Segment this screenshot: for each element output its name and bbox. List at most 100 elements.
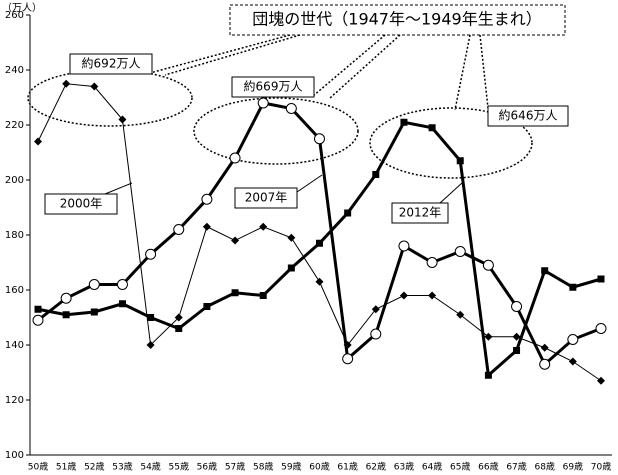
y-tick-label: 240	[5, 65, 24, 76]
diamond-marker	[118, 115, 127, 124]
square-marker	[344, 209, 352, 217]
series-label-box	[234, 187, 298, 209]
square-marker	[316, 239, 323, 247]
annotation: 約646万人	[499, 108, 558, 123]
circle-marker	[229, 152, 241, 164]
x-tick-label: 53歳	[112, 461, 132, 473]
diamond-marker	[597, 376, 605, 385]
circle-marker	[342, 353, 354, 365]
diamond-marker	[456, 310, 465, 319]
circle-marker	[88, 279, 100, 290]
x-tick-label: 58歳	[253, 461, 273, 473]
diamond-marker	[174, 313, 183, 322]
y-tick-label: 260	[5, 10, 24, 21]
circle-marker	[314, 133, 325, 145]
x-tick-label: 69歳	[563, 461, 583, 473]
x-tick-label: 55歳	[169, 461, 189, 473]
y-tick-label: 120	[5, 395, 24, 406]
diamond-marker	[146, 341, 155, 349]
circle-marker	[595, 323, 607, 334]
y-unit: （万人）	[2, 2, 42, 14]
leader-line	[104, 182, 133, 195]
x-tick-label: 66歳	[478, 461, 498, 473]
circle-marker	[511, 301, 523, 312]
square-marker	[287, 264, 295, 272]
circle-marker	[398, 240, 410, 252]
x-tick-label: 70歳	[591, 461, 611, 473]
square-marker	[259, 292, 267, 299]
square-marker	[62, 311, 70, 319]
circle-marker	[32, 314, 44, 326]
y-tick-label: 200	[5, 175, 24, 186]
diamond-marker	[512, 332, 521, 341]
diamond-marker	[34, 137, 42, 146]
square-marker	[118, 300, 126, 308]
circle-marker	[454, 246, 466, 257]
square-marker	[513, 347, 521, 354]
leader-line	[296, 174, 323, 193]
y-tick-label: 140	[5, 340, 24, 351]
leader-line	[439, 182, 463, 204]
y-tick-label: 100	[5, 450, 24, 461]
chart-title: 団塊の世代（1947年～1949年生まれ）	[252, 10, 541, 29]
x-tick-label: 57歳	[225, 461, 245, 473]
square-marker	[597, 275, 605, 283]
circle-marker	[145, 248, 157, 260]
diamond-marker	[484, 332, 493, 341]
square-marker	[231, 289, 239, 297]
square-marker	[484, 371, 492, 379]
circle-marker	[285, 103, 297, 114]
diamond-marker	[287, 233, 296, 242]
circle-marker	[539, 358, 551, 370]
x-tick-label: 59歳	[281, 461, 301, 473]
circle-marker	[426, 257, 438, 268]
x-tick-label: 64歳	[422, 461, 442, 473]
square-marker	[175, 325, 183, 332]
diamond-marker	[428, 291, 437, 300]
x-tick-label: 51歳	[56, 461, 76, 473]
diamond-marker	[343, 341, 352, 349]
diamond-marker	[315, 277, 324, 286]
x-tick-label: 60歳	[309, 461, 329, 473]
title-box	[229, 4, 566, 36]
square-marker	[34, 305, 42, 313]
decor	[27, 34, 533, 179]
diamond-marker	[371, 305, 380, 314]
x-tick-label: 54歳	[140, 461, 160, 473]
y-tick-label: 160	[5, 285, 24, 296]
circle-marker	[116, 279, 128, 290]
annotation-box	[487, 105, 569, 127]
square-marker	[428, 124, 436, 132]
diamond-marker	[259, 222, 268, 231]
y-tick-label: 220	[5, 120, 24, 131]
x-tick-label: 68歳	[534, 461, 554, 473]
annotation-box	[69, 53, 153, 75]
series-label: 2012年	[399, 206, 442, 220]
x-tick-label: 50歳	[28, 461, 48, 473]
diamond-marker	[231, 236, 240, 245]
x-tick-label: 65歳	[450, 461, 470, 473]
circle-marker	[60, 292, 72, 304]
diamond-marker	[90, 82, 99, 91]
square-marker	[90, 308, 98, 316]
x-tick-label: 67歳	[506, 461, 526, 473]
annotation: 約692万人	[82, 56, 141, 71]
series-label-box	[44, 193, 118, 215]
circle-marker	[482, 259, 494, 271]
square-marker	[203, 303, 211, 310]
square-marker	[372, 171, 380, 178]
diamond-marker	[399, 291, 408, 300]
series-label-box	[391, 202, 449, 224]
x-tick-label: 56歳	[197, 461, 217, 473]
diamond-marker	[202, 222, 211, 231]
square-marker	[400, 118, 408, 126]
square-marker	[569, 283, 577, 291]
square-marker	[456, 157, 464, 165]
x-tick-label: 62歳	[366, 461, 386, 473]
diamond-marker	[540, 343, 549, 352]
square-marker	[147, 314, 155, 321]
diamond-marker	[568, 357, 577, 366]
x-tick-label: 63歳	[394, 461, 414, 473]
y-tick-label: 180	[5, 230, 24, 241]
series-label: 2000年	[60, 197, 103, 211]
